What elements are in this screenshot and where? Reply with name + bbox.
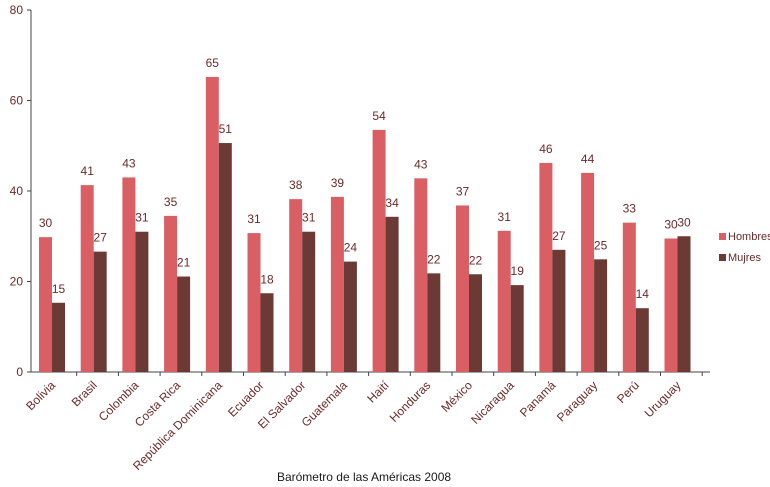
data-label: 37 [456,184,470,198]
bar-mujres [635,308,649,372]
data-label: 14 [636,287,650,301]
data-label: 41 [81,164,95,178]
data-label: 38 [289,178,303,192]
bar-hombres [539,162,553,372]
bar-mujres [677,236,691,372]
bar-mujres [302,231,316,372]
data-label: 30 [39,216,53,230]
y-tick-label: 80 [10,3,24,17]
bar-hombres [622,222,636,372]
data-label: 31 [498,210,512,224]
bar-mujres [93,251,107,372]
data-label: 54 [372,109,386,123]
data-label: 31 [247,212,261,226]
legend: Hombres Mujres [719,231,770,264]
bar-mujres [260,293,274,372]
data-label: 35 [164,195,178,209]
data-label: 27 [94,231,108,245]
bar-hombres [497,230,511,372]
bar-hombres [39,237,52,372]
chart-caption: Barómetro de las Américas 2008 [276,470,452,484]
bar-hombres [205,76,219,372]
bar-hombres [456,205,469,372]
data-label: 44 [581,152,595,166]
bar-hombres [247,233,261,372]
category-label: Honduras [387,378,434,425]
bar-mujres [52,302,65,372]
bars [39,76,691,372]
data-label: 24 [344,241,358,255]
bar-hombres [372,129,386,372]
legend-swatch-mujres [719,254,726,261]
bar-hombres [664,238,678,372]
legend-label: Mujres [728,252,762,264]
bar-mujres [594,259,608,372]
category-label: Panamá [517,378,559,420]
category-label: Perú [614,378,642,406]
data-label: 31 [302,211,316,225]
data-label: 39 [331,176,345,190]
category-label: Uruguay [642,378,684,420]
data-label: 34 [385,196,399,210]
bar-mujres [343,261,357,372]
data-label: 30 [677,215,691,229]
data-label: 18 [260,272,274,286]
data-label: 31 [135,211,149,225]
data-label: 22 [469,253,483,267]
legend-swatch-hombres [719,233,726,240]
legend-label: Hombres [728,231,770,243]
bar-hombres [289,199,303,372]
data-label: 43 [122,156,136,170]
category-label: Nicaragua [468,378,517,427]
data-label: 21 [177,256,191,270]
category-label: Bolivia [23,378,58,413]
y-tick-label: 20 [10,275,24,289]
y-tick-label: 60 [10,94,24,108]
bar-mujres [135,231,149,372]
bar-hombres [330,196,344,372]
data-label: 25 [594,238,608,252]
data-label: 15 [52,282,66,296]
category-label: Ecuador [225,378,267,420]
bar-hombres [414,178,428,372]
bar-mujres [510,285,524,372]
bar-hombres [122,177,136,372]
bar-hombres [581,172,595,372]
data-label: 22 [427,252,441,266]
data-label: 43 [414,157,428,171]
category-label: Paraguay [554,378,600,424]
bar-mujres [177,276,191,372]
data-label: 30 [664,218,678,232]
bar-mujres [552,249,566,372]
bar-mujres [385,216,399,372]
data-label: 19 [511,264,525,278]
data-label: 27 [552,229,566,243]
y-tick-label: 40 [10,184,24,198]
bar-mujres [427,273,441,372]
data-label: 33 [623,202,637,216]
data-label: 46 [539,142,553,156]
bar-hombres [80,185,94,372]
y-tick-label: 0 [16,365,23,379]
category-label: Guatemala [299,378,351,430]
bar-hombres [164,215,178,372]
category-label: Brasil [69,378,100,409]
data-label: 65 [206,56,220,70]
category-label: México [438,378,475,415]
bar-mujres [469,274,482,372]
data-label: 51 [219,122,233,136]
data-labels: 30 15 41 27 43 31 35 21 65 51 31 18 38 31 39 24 54 34 43 22… [39,56,691,301]
bar-mujres [218,143,232,372]
category-label: Haití [364,378,392,406]
